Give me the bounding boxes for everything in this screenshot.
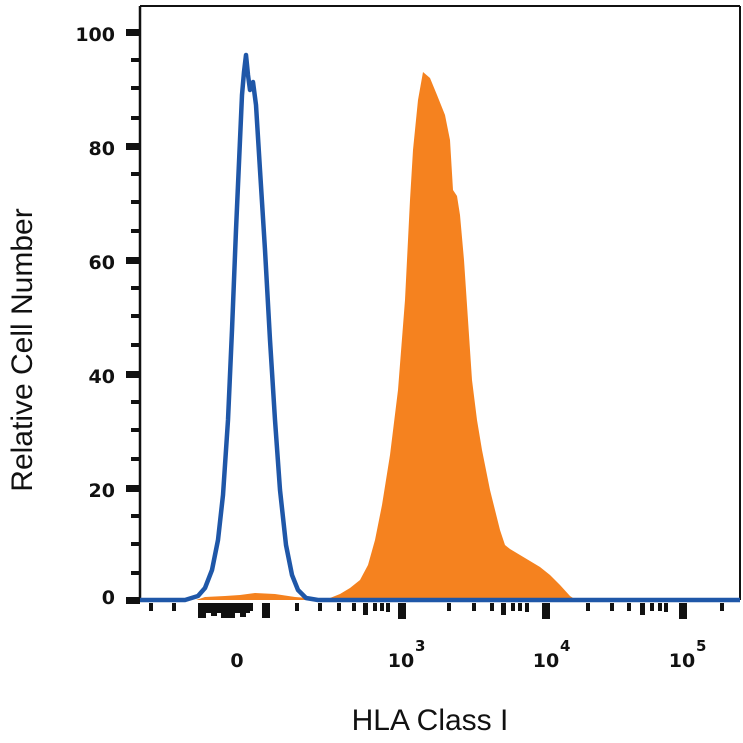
x-tick-label-1e3-exp: 3	[415, 637, 425, 655]
plot-frame	[138, 5, 741, 602]
x-tick-label-1e5-base: 10	[669, 650, 695, 672]
x-tick-label-1e5-exp: 5	[696, 637, 706, 655]
y-tick-label: 100	[75, 24, 115, 46]
y-axis-title: Relative Cell Number	[6, 208, 39, 491]
x-tick-label-1e4-base: 10	[533, 650, 559, 672]
x-tick-label-1e3-base: 10	[388, 650, 414, 672]
y-tick-labels: 100 80 60 40 20 0	[75, 24, 115, 609]
y-tick-label: 60	[89, 252, 115, 274]
stained-histogram-area	[196, 72, 576, 600]
y-tick-label: 20	[89, 480, 115, 502]
y-axis	[126, 29, 140, 604]
y-tick-label: 80	[89, 138, 115, 160]
y-tick-label: 40	[89, 366, 115, 388]
x-axis-title: HLA Class I	[352, 704, 509, 737]
x-axis	[149, 603, 724, 619]
x-tick-labels: 0 10 3 10 4 10 5	[230, 637, 706, 672]
isotype-histogram-outline	[140, 52, 740, 603]
x-tick-label-1e4-exp: 4	[560, 637, 570, 655]
x-tick-label-0: 0	[230, 650, 243, 672]
y-tick-label: 0	[102, 587, 115, 609]
